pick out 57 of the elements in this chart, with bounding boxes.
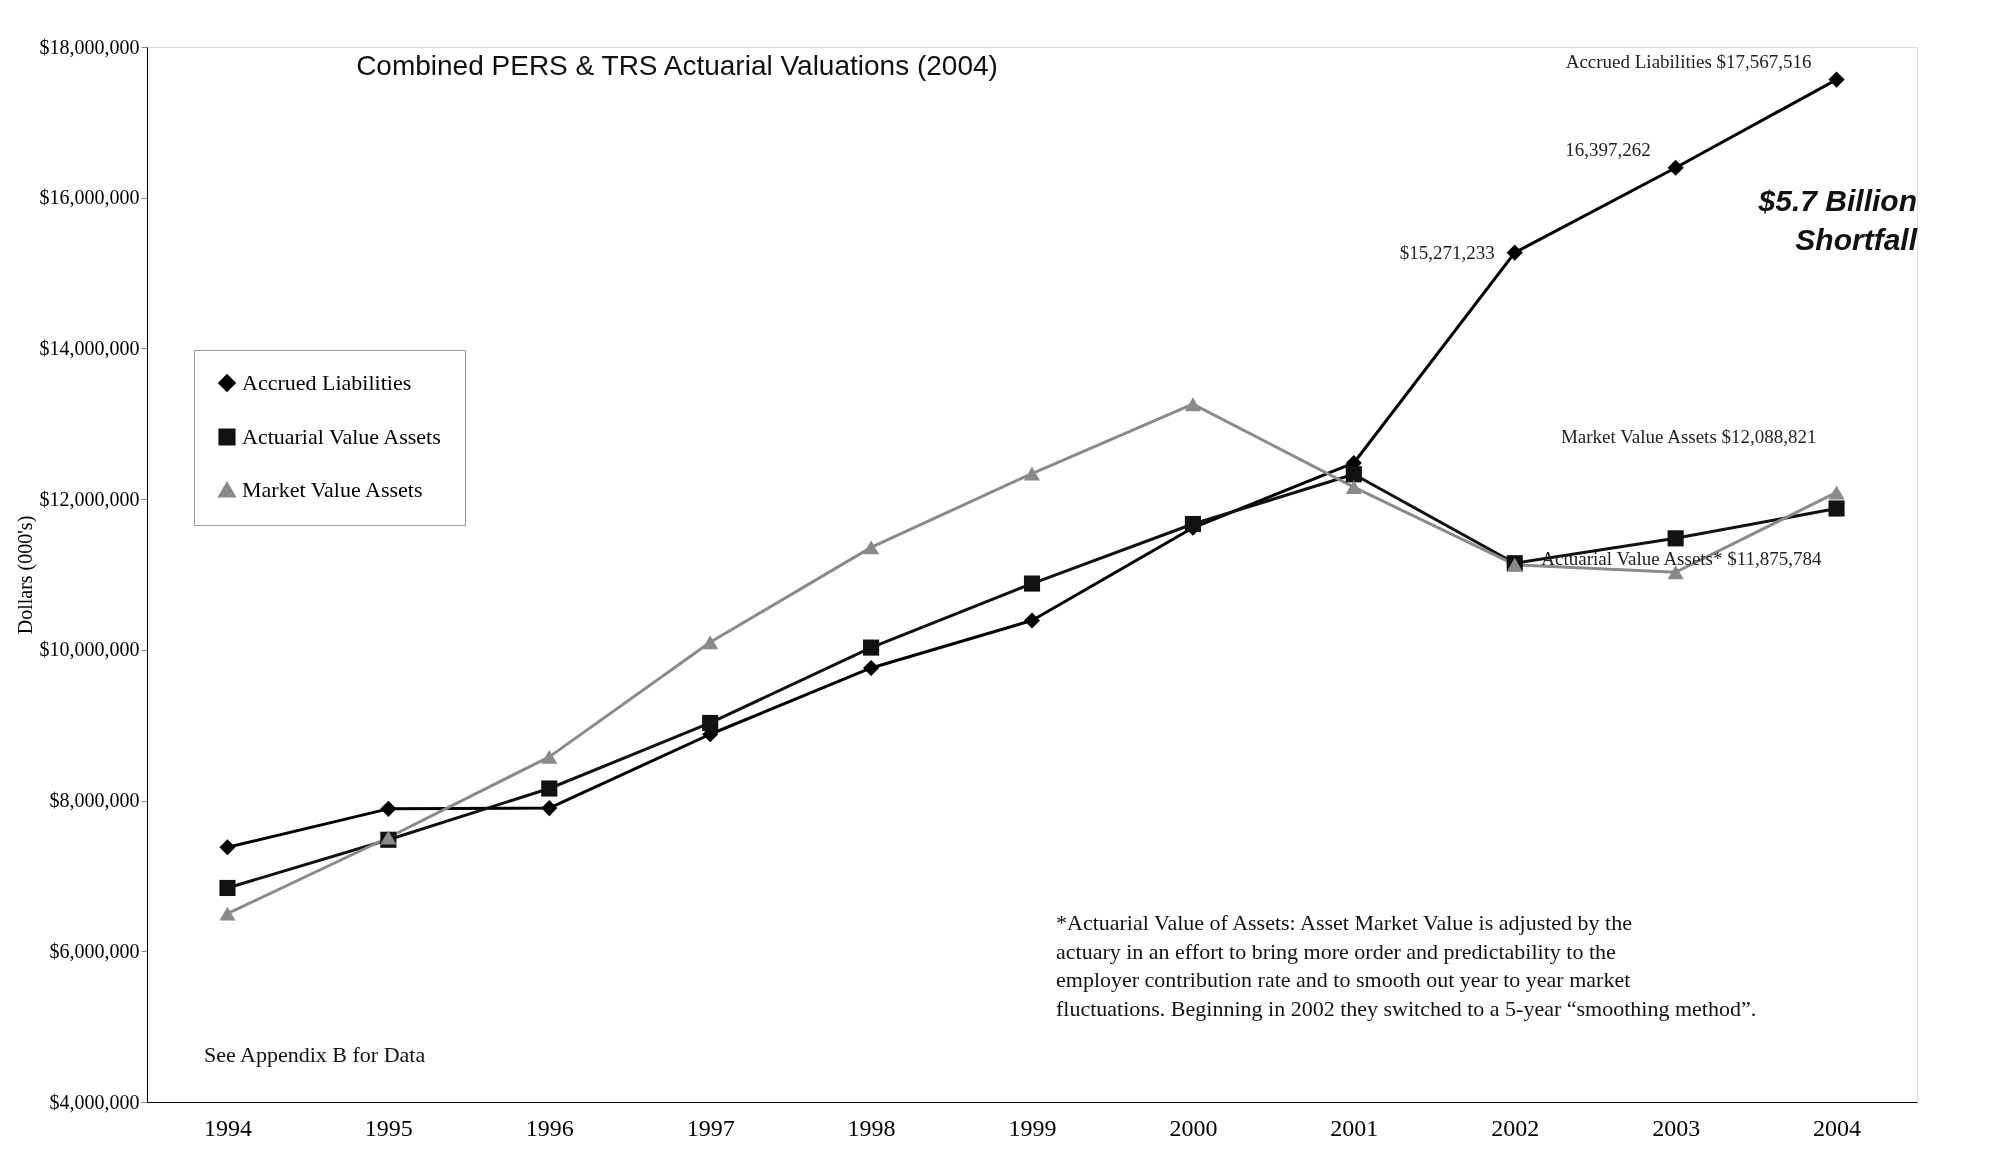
y-tick-label: $8,000,000: [49, 789, 140, 812]
y-tick-label: $4,000,000: [49, 1090, 140, 1113]
x-tick-label: 1999: [1008, 1114, 1057, 1141]
annotation: Actuarial Value Assets* $11,875,784: [1541, 547, 1823, 569]
point: [1023, 612, 1041, 629]
point: [1667, 565, 1684, 580]
point: [541, 749, 558, 764]
annotation: 16,397,262: [1565, 138, 1651, 160]
x-tick-label: 1995: [364, 1114, 413, 1141]
y-axis-title: Dollars (000's): [13, 515, 37, 635]
annotation: See Appendix B for Data: [204, 1042, 426, 1067]
x-tick-label: 2003: [1652, 1114, 1701, 1141]
y-tick-label: $14,000,000: [39, 336, 140, 359]
annotation: *Actuarial Value of Assets: Asset Market Value is adjusted by the actuary in an effort to bring more order and predictability to the employer contribution rate and to smooth out year to year market fluctuations. Beginning in 2002 they switched to a 5-year “smoothing method”.: [1056, 910, 1757, 1021]
point: [702, 635, 719, 650]
x-tick-label: 1998: [847, 1114, 896, 1141]
x-tick-label: 2004: [1813, 1114, 1862, 1141]
annotation: Market Value Assets $12,088,821: [1560, 426, 1817, 448]
x-tick-label: 1996: [525, 1114, 574, 1141]
y-tick-label: $12,000,000: [39, 487, 140, 510]
x-tick-label: 1997: [686, 1114, 735, 1141]
point: [1828, 71, 1845, 88]
legend-label: Actuarial Value Assets: [242, 424, 441, 449]
point: [1667, 530, 1684, 547]
point: [1345, 480, 1362, 495]
point: [219, 879, 236, 897]
chart-title: Combined PERS & TRS Actuarial Valuations (2004): [356, 50, 998, 81]
y-tick-label: $10,000,000: [39, 638, 140, 661]
point: [219, 839, 236, 856]
point: [1184, 397, 1201, 412]
annotation: Accrued Liabilities $17,567,516: [1565, 50, 1812, 72]
point: [1345, 466, 1362, 483]
point: [219, 906, 236, 921]
point: [1023, 575, 1041, 592]
legend-label: Accrued Liabilities: [242, 370, 412, 395]
legend-label: Market Value Assets: [242, 477, 423, 502]
point: [702, 714, 719, 732]
point: [541, 780, 558, 797]
point: [863, 540, 880, 555]
point: [1667, 159, 1684, 176]
y-tick-label: $16,000,000: [39, 186, 140, 209]
point: [863, 659, 880, 676]
annotation: $15,271,233: [1399, 241, 1495, 263]
point: [1828, 500, 1845, 517]
y-tick-label: $18,000,000: [39, 35, 140, 58]
point: [541, 800, 558, 817]
x-tick-label: 1994: [203, 1114, 252, 1141]
point: [1828, 485, 1845, 500]
y-tick-label: $6,000,000: [49, 939, 140, 962]
x-tick-label: 2000: [1169, 1114, 1218, 1141]
point: [863, 639, 880, 656]
point: [1023, 466, 1041, 481]
x-tick-label: 2002: [1491, 1114, 1540, 1141]
x-tick-label: 2001: [1330, 1114, 1379, 1141]
point: [1506, 244, 1523, 261]
point: [380, 800, 397, 817]
annotation: $5.7 Billion Shortfall: [1757, 184, 1918, 256]
